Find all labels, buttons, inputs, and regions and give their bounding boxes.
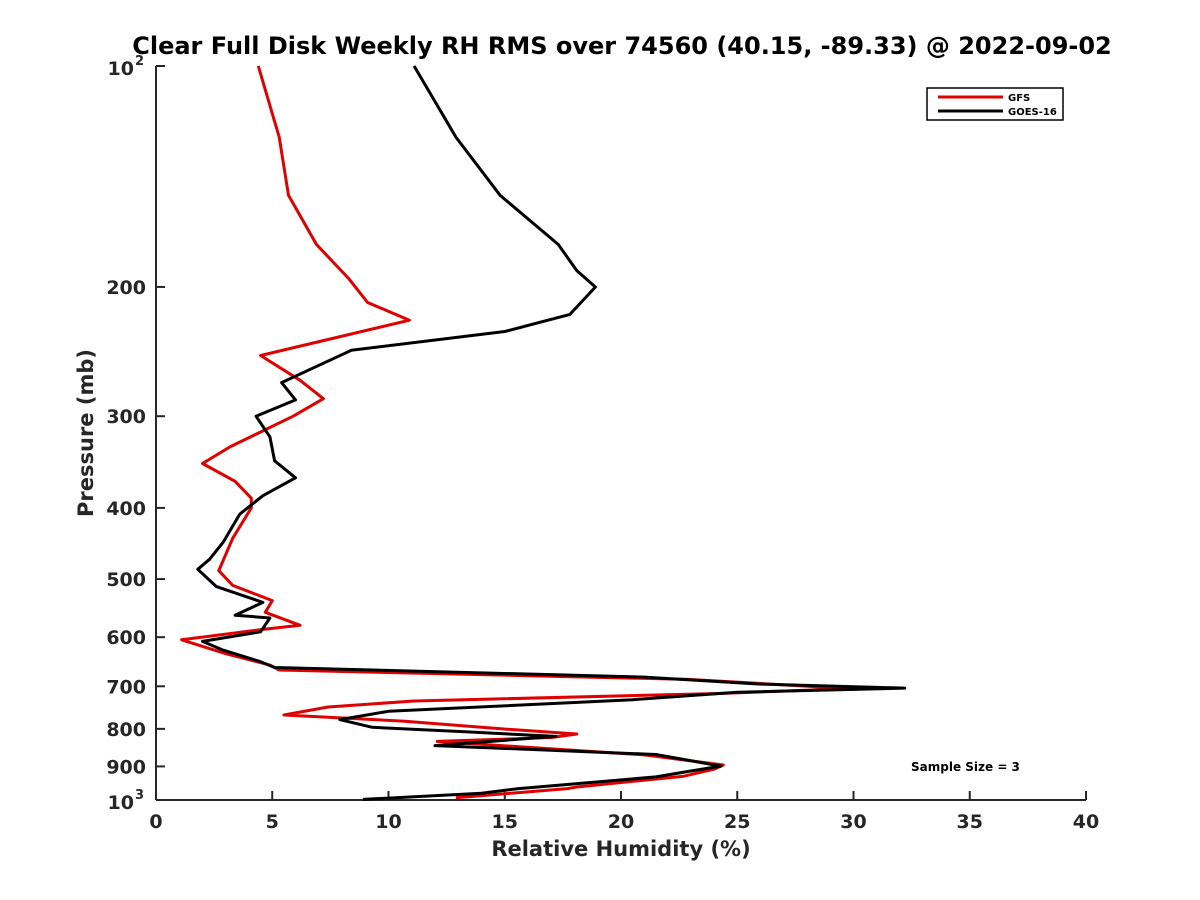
y-tick-label: 300 bbox=[106, 406, 146, 428]
legend-label-gfs: GFS bbox=[1008, 93, 1030, 104]
y-tick-label: 500 bbox=[106, 569, 146, 591]
sample-size-annotation: Sample Size = 3 bbox=[911, 760, 1020, 774]
y-tick-label: 600 bbox=[106, 627, 146, 649]
y-tick-label: 700 bbox=[106, 676, 146, 698]
x-tick-label: 10 bbox=[375, 811, 401, 833]
x-tick-label: 35 bbox=[957, 811, 983, 833]
x-tick-label: 40 bbox=[1073, 811, 1099, 833]
y-tick-label: 800 bbox=[106, 719, 146, 741]
series-line-gfs bbox=[180, 65, 851, 800]
x-tick-label: 0 bbox=[149, 811, 162, 833]
y-tick-label: 10 bbox=[108, 792, 134, 814]
x-axis-ticks: 0 5 10 15 20 25 30 35 40 bbox=[149, 791, 1099, 833]
series-layer bbox=[180, 65, 907, 801]
y-tick-exponent: 2 bbox=[135, 54, 144, 69]
legend: GFS GOES-16 bbox=[926, 87, 1064, 121]
x-tick-label: 20 bbox=[608, 811, 634, 833]
y-tick-exponent: 3 bbox=[135, 788, 144, 803]
y-tick-label: 400 bbox=[106, 498, 146, 520]
y-tick-label: 10 bbox=[108, 58, 134, 80]
x-tick-label: 5 bbox=[266, 811, 279, 833]
x-tick-label: 15 bbox=[492, 811, 518, 833]
y-tick-label: 900 bbox=[106, 756, 146, 778]
y-tick-label: 200 bbox=[106, 277, 146, 299]
series-line-goes-16 bbox=[196, 65, 907, 801]
legend-label-goes-16: GOES-16 bbox=[1008, 107, 1057, 118]
x-axis-label: Relative Humidity (%) bbox=[491, 837, 750, 861]
chart-title: Clear Full Disk Weekly RH RMS over 74560… bbox=[132, 32, 1112, 60]
x-tick-label: 25 bbox=[724, 811, 750, 833]
y-axis-label: Pressure (mb) bbox=[74, 349, 98, 517]
x-tick-label: 30 bbox=[840, 811, 866, 833]
legend-box bbox=[926, 87, 1064, 121]
